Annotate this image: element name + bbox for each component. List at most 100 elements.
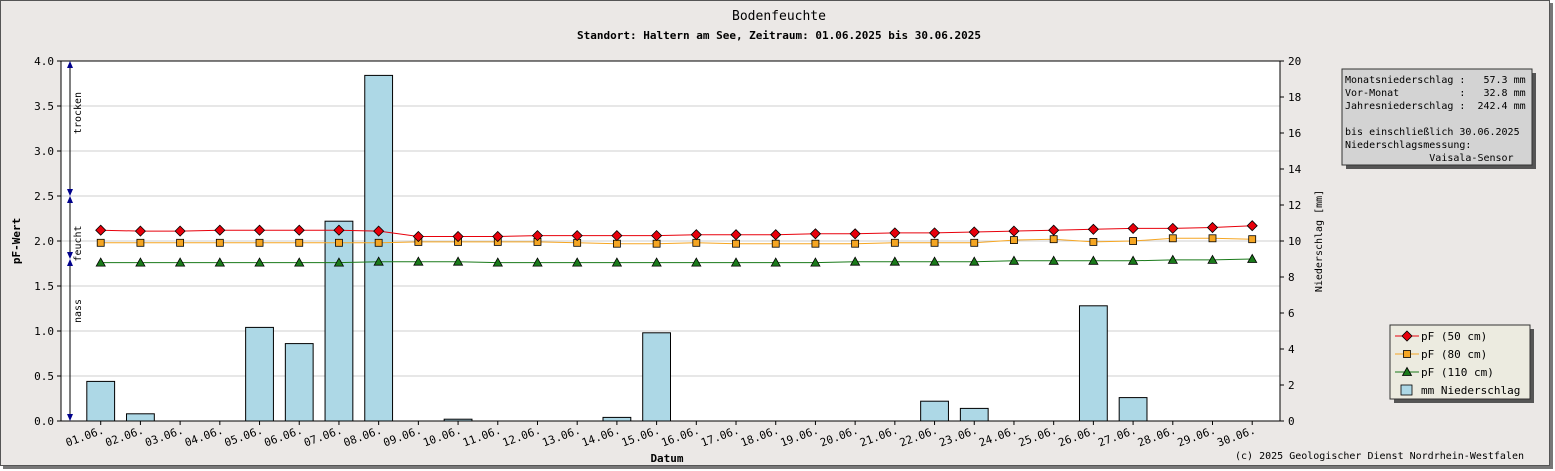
line-diamond <box>100 225 1253 237</box>
tick-label-x-13.06.: 13.06. <box>540 424 582 450</box>
point-triangle-28.06. <box>1167 254 1178 264</box>
point-diamond-13.06. <box>571 230 583 242</box>
point-square-05.06. <box>255 238 264 247</box>
point-diamond-28.06. <box>1167 222 1179 234</box>
point-triangle-09.06. <box>413 256 424 266</box>
point-square-19.06. <box>811 239 820 248</box>
tick-label-x-19.06.: 19.06. <box>779 424 821 450</box>
point-triangle-01.06. <box>95 257 106 267</box>
pf-lines <box>95 220 1258 267</box>
point-triangle-18.06. <box>770 257 781 267</box>
point-triangle-29.06. <box>1207 254 1218 264</box>
tick-label-x-23.06.: 23.06. <box>937 424 979 450</box>
tick-label-left-2.5: 2.5 <box>34 190 54 203</box>
point-diamond-12.06. <box>531 230 544 242</box>
tick-label-left-1.0: 1.0 <box>34 325 54 338</box>
tick-label-right-2: 2 <box>1288 379 1295 392</box>
tick-label-left-4.0: 4.0 <box>34 55 54 68</box>
point-triangle-04.06. <box>214 257 226 267</box>
zone-arrow-top-feucht <box>67 196 73 203</box>
tick-label-left-2.0: 2.0 <box>34 235 54 248</box>
bar-14.06. <box>602 416 632 422</box>
zone-label-feucht: feucht <box>73 225 84 261</box>
point-triangle-10.06. <box>452 256 464 266</box>
point-diamond-23.06. <box>968 226 980 238</box>
point-triangle-26.06. <box>1088 255 1099 265</box>
point-triangle-17.06. <box>730 257 742 267</box>
tick-label-left-3.0: 3.0 <box>34 145 54 158</box>
chart-subtitle: Standort: Haltern am See, Zeitraum: 01.0… <box>577 29 981 42</box>
point-square-01.06. <box>96 238 105 247</box>
line-square <box>100 237 1253 245</box>
point-triangle-07.06. <box>333 257 345 267</box>
moisture-zones: trocken feucht nass <box>67 61 84 421</box>
point-triangle-15.06. <box>651 257 662 267</box>
tick-label-x-21.06.: 21.06. <box>858 424 900 450</box>
legend: pF (50 cm) pF (80 cm) pF (110 cm) mm Nieder… <box>1389 324 1534 403</box>
x-axis-label: Datum <box>650 452 683 465</box>
point-triangle-23.06. <box>969 256 980 266</box>
point-diamond-20.06. <box>849 228 861 240</box>
point-triangle-08.06. <box>373 256 384 266</box>
point-diamond-22.06. <box>928 227 941 239</box>
point-triangle-02.06. <box>135 257 146 267</box>
legend-marker-diamond <box>1401 330 1413 342</box>
point-square-23.06. <box>970 238 979 247</box>
tick-label-x-18.06.: 18.06. <box>739 424 781 450</box>
zone-label-nass: nass <box>73 299 84 323</box>
point-square-29.06. <box>1208 234 1217 243</box>
legend-label-0: pF (50 cm) <box>1421 330 1487 343</box>
point-triangle-16.06. <box>691 257 702 267</box>
zone-arrow-bottom-feucht <box>67 252 73 259</box>
legend-background <box>1389 324 1531 400</box>
tick-label-x-17.06.: 17.06. <box>699 424 741 450</box>
point-triangle-20.06. <box>849 256 861 266</box>
tick-label-right-18: 18 <box>1288 91 1301 104</box>
tick-label-x-15.06.: 15.06. <box>620 424 662 450</box>
point-square-03.06. <box>176 238 185 247</box>
info-box-lines: Monatsniederschlag : 57.3 mm Vor-Monat : … <box>1345 75 1526 164</box>
bar-05.06. <box>245 326 274 422</box>
point-square-17.06. <box>732 239 740 248</box>
bar-22.06. <box>920 400 949 422</box>
point-square-26.06. <box>1089 237 1098 246</box>
legend-label-3: mm Niederschlag <box>1421 384 1520 397</box>
point-square-21.06. <box>890 238 899 247</box>
tick-label-right-6: 6 <box>1288 307 1295 320</box>
point-diamond-25.06. <box>1048 224 1060 236</box>
bar-07.06. <box>324 220 354 422</box>
point-diamond-21.06. <box>889 227 901 239</box>
tick-label-x-11.06.: 11.06. <box>461 424 503 450</box>
tick-label-x-05.06.: 05.06. <box>223 424 265 450</box>
point-square-16.06. <box>692 238 701 247</box>
tick-label-x-02.06.: 02.06. <box>104 424 146 450</box>
point-diamond-17.06. <box>730 229 742 241</box>
tick-label-x-08.06.: 08.06. <box>342 424 384 450</box>
point-diamond-29.06. <box>1206 221 1219 234</box>
point-diamond-11.06. <box>492 230 504 243</box>
point-triangle-27.06. <box>1127 255 1139 265</box>
point-diamond-24.06. <box>1008 225 1020 237</box>
info-line-2: Jahresniederschlag : 242.4 mm <box>1345 101 1526 112</box>
point-square-27.06. <box>1129 237 1137 245</box>
point-diamond-14.06. <box>611 230 623 242</box>
tick-label-right-8: 8 <box>1288 271 1295 284</box>
tick-label-left-0.0: 0.0 <box>34 415 54 428</box>
bar-02.06. <box>126 413 155 422</box>
point-diamond-04.06. <box>214 224 226 236</box>
tick-label-right-12: 12 <box>1288 199 1301 212</box>
point-diamond-10.06. <box>452 230 464 243</box>
point-square-28.06. <box>1168 234 1177 243</box>
copyright-notice: (c) 2025 Geologischer Dienst Nordrhein-W… <box>1235 451 1524 462</box>
point-square-14.06. <box>612 239 621 248</box>
tick-label-x-16.06.: 16.06. <box>660 424 702 450</box>
legend-marker-triangle <box>1401 366 1413 376</box>
point-diamond-05.06. <box>253 224 266 236</box>
point-diamond-07.06. <box>333 224 345 236</box>
point-triangle-19.06. <box>810 257 821 267</box>
bar-08.06. <box>364 74 394 422</box>
point-triangle-03.06. <box>174 257 186 267</box>
tick-label-x-04.06.: 04.06. <box>183 424 225 450</box>
y-axis-right-label: Niederschlag [mm] <box>1314 190 1325 292</box>
